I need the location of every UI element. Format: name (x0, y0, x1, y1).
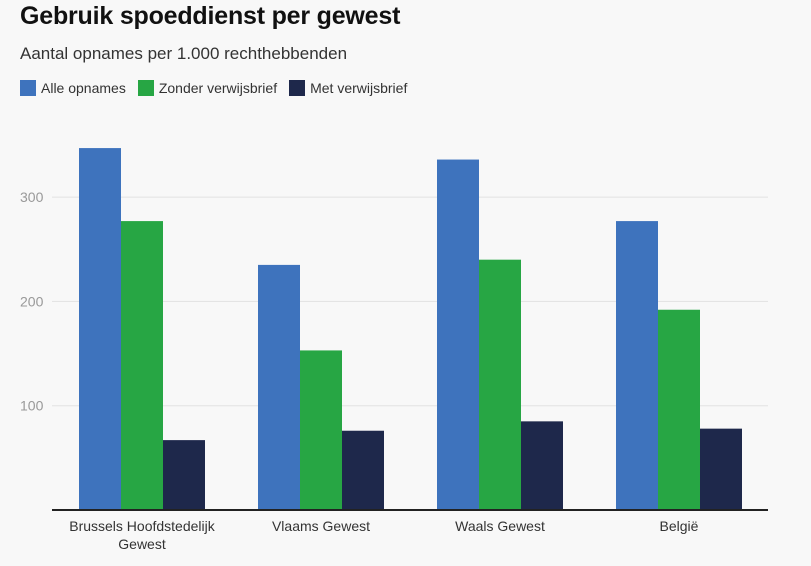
chart-title: Gebruik spoeddienst per gewest (20, 2, 401, 30)
bar (437, 159, 479, 510)
bar (300, 350, 342, 510)
x-category-label: Waals Gewest (455, 518, 545, 534)
bar (521, 421, 563, 510)
bar (121, 221, 163, 511)
legend-label-alle-opnames: Alle opnames (41, 80, 126, 96)
legend-label-zonder-verwijsbrief: Zonder verwijsbrief (158, 80, 278, 96)
bar (342, 430, 384, 510)
bar (163, 440, 205, 510)
bar (700, 428, 742, 510)
legend-item-met-verwijsbrief: Met verwijsbrief (289, 80, 407, 96)
bar (479, 259, 521, 510)
y-tick-label: 100 (20, 398, 44, 414)
legend: Alle opnames Zonder verwijsbrief Met ver… (20, 80, 419, 96)
bar (258, 264, 300, 510)
y-tick-label: 300 (20, 189, 44, 205)
bar (79, 148, 121, 511)
legend-label-met-verwijsbrief: Met verwijsbrief (310, 80, 408, 96)
chart-subtitle: Aantal opnames per 1.000 rechthebbenden (20, 44, 348, 63)
legend-item-alle-opnames: Alle opnames (20, 80, 126, 96)
legend-swatch-met-verwijsbrief (289, 80, 306, 96)
x-category-label: Brussels Hoofdstedelijk (69, 518, 216, 534)
bar (616, 221, 658, 511)
legend-swatch-zonder-verwijsbrief (137, 80, 154, 96)
x-category-label: Vlaams Gewest (272, 518, 370, 534)
y-tick-label: 200 (20, 293, 44, 309)
x-category-label: Gewest (118, 536, 166, 552)
x-category-label: België (660, 518, 699, 534)
legend-swatch-alle-opnames (20, 80, 36, 96)
bar (658, 309, 700, 510)
legend-item-zonder-verwijsbrief: Zonder verwijsbrief (137, 80, 278, 96)
